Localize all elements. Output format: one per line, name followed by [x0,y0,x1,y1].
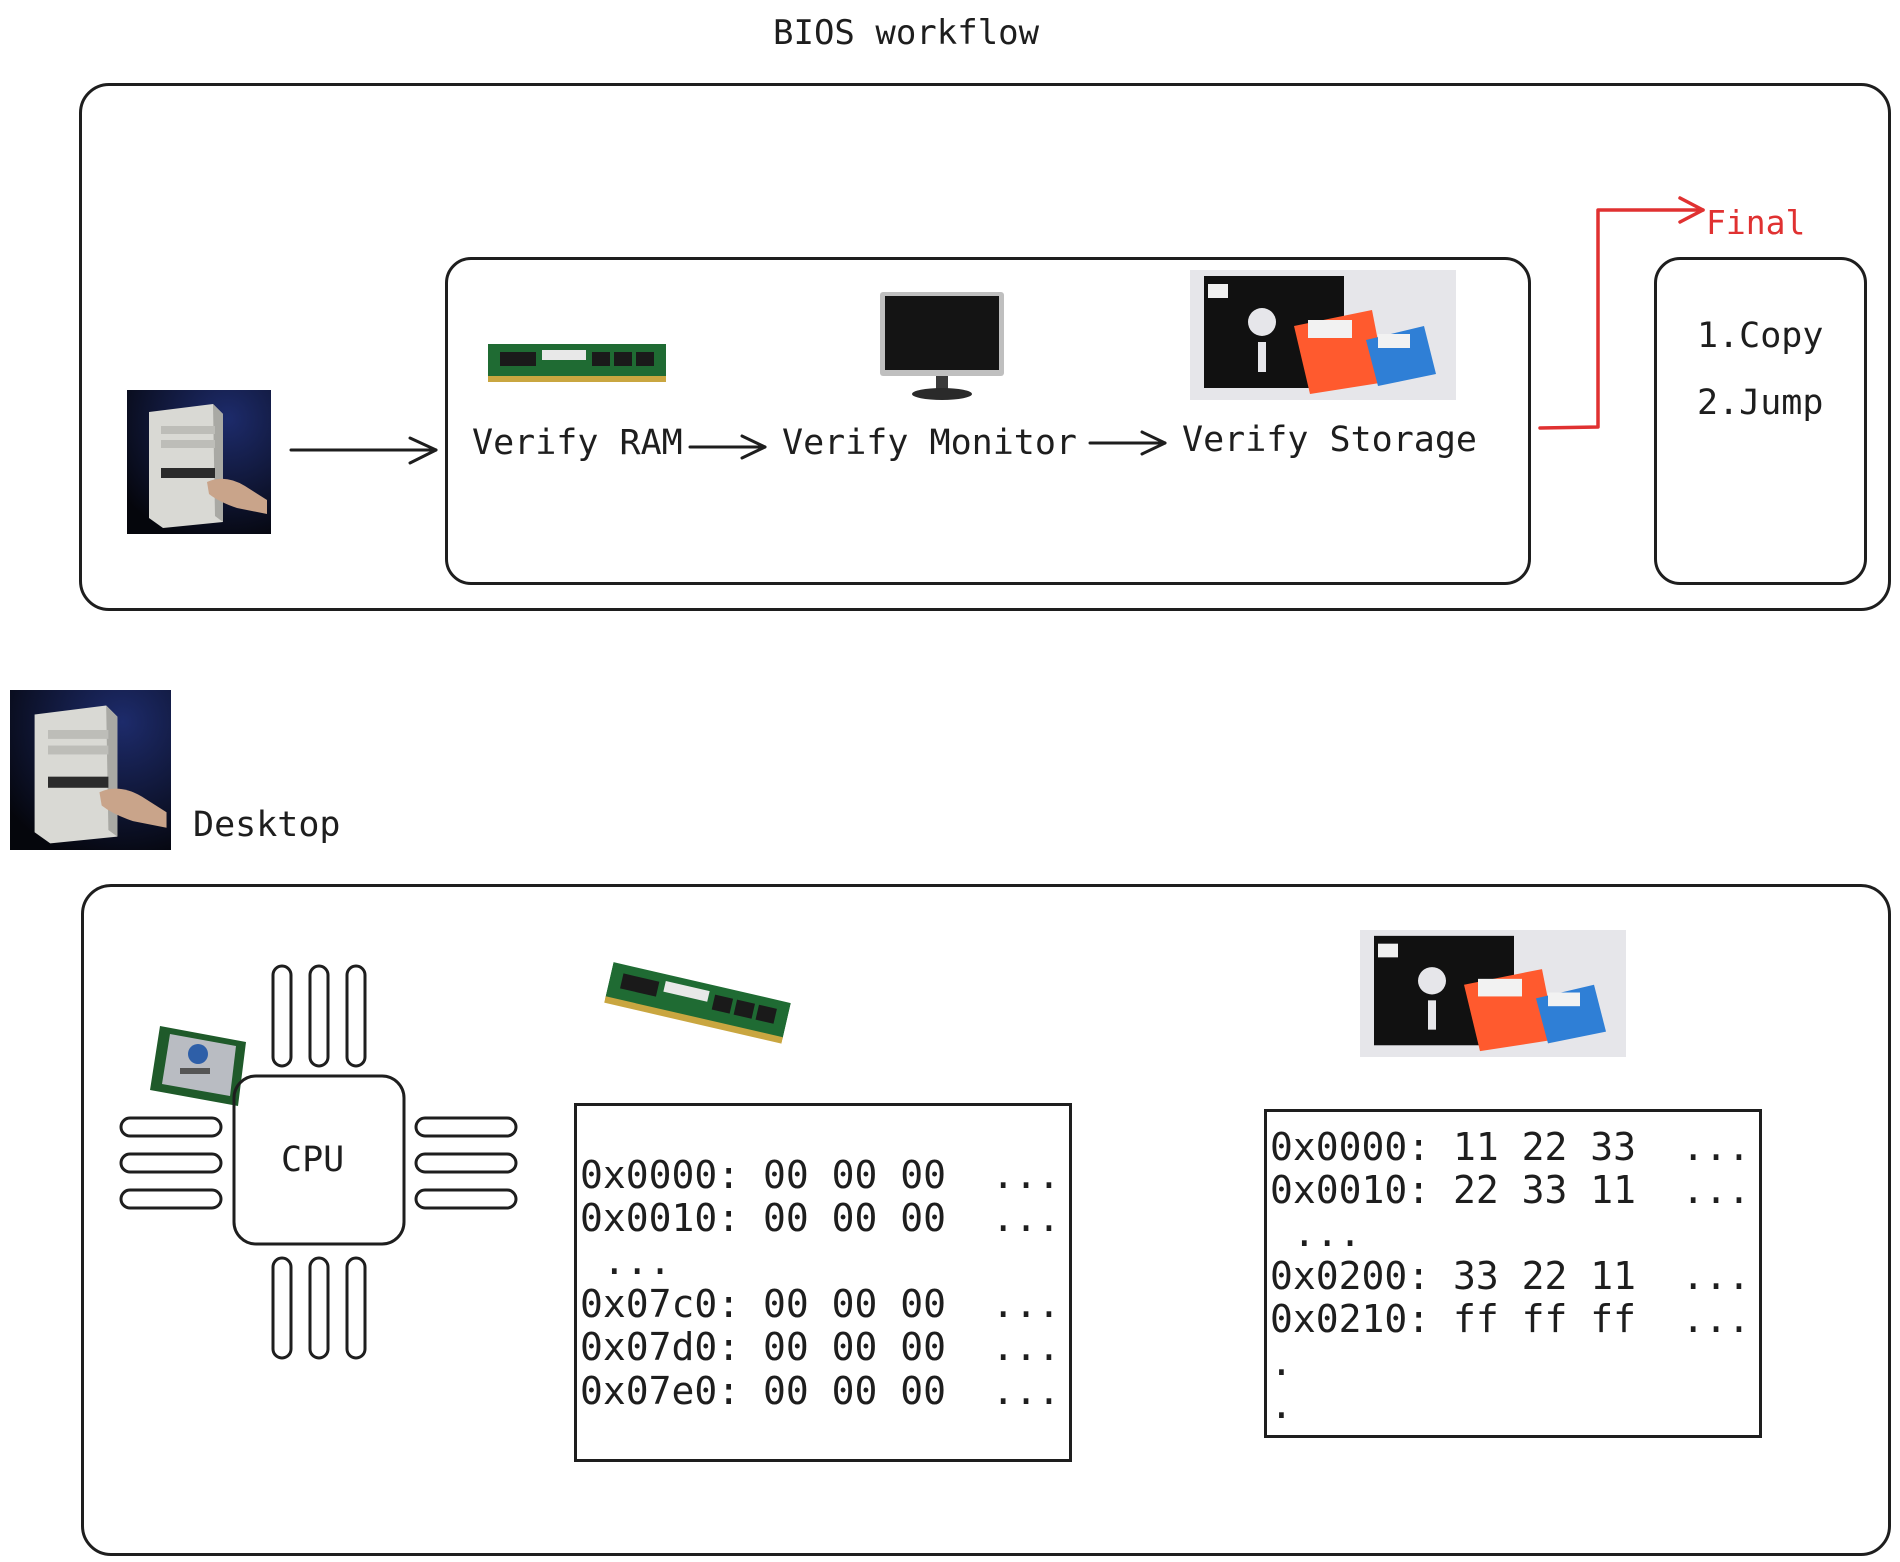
arrow-verify-to-final [1538,208,1705,430]
cpu-pin [345,1256,367,1360]
storage-dump-line: 0x0010: 22 33 11 ... [1270,1168,1751,1212]
storage-dump-line: . [1270,1383,1293,1427]
step-verify-storage: Verify Storage [1182,420,1478,460]
ram-dump-line: 0x0010: 00 00 00 ... [580,1196,1061,1240]
cpu-pin [414,1116,518,1138]
storage-dump-line: 0x0200: 33 22 11 ... [1270,1254,1751,1298]
ram-dump-line: 0x0000: 00 00 00 ... [580,1153,1061,1197]
storage-memory-dump-box [1264,1109,1762,1438]
storage-dump-line: 0x0000: 11 22 33 ... [1270,1125,1751,1169]
desktop-floppy-disks-icon [1360,930,1626,1057]
final-item-jump: 2.Jump [1697,383,1824,423]
ram-dump-line: ... [580,1239,672,1283]
final-label: Final [1706,203,1806,242]
ram-dump-line: 0x07d0: 00 00 00 ... [580,1325,1061,1369]
storage-dump-line: . [1270,1340,1293,1384]
final-actions-box [1654,257,1867,585]
ram-memory-dump-box [574,1103,1072,1462]
ram-dump-line: 0x07c0: 00 00 00 ... [580,1282,1061,1326]
ram-dump-line: 0x07e0: 00 00 00 ... [580,1369,1061,1413]
cpu-pin [414,1188,518,1210]
desktop-computer-icon [10,690,171,850]
cpu-pin [308,964,330,1068]
cpu-pin [271,1256,293,1360]
step-verify-monitor: Verify Monitor [782,423,1078,463]
storage-dump-line: ... [1270,1211,1362,1255]
desktop-container [81,884,1891,1556]
monitor-icon [878,290,1006,402]
storage-dump-line: 0x0210: ff ff ff ... [1270,1297,1751,1341]
cpu-pin [119,1188,223,1210]
floppy-disks-icon [1190,270,1456,400]
cpu-label: CPU [281,1140,345,1180]
cpu-pin [119,1116,223,1138]
diagram-title: BIOS workflow [773,13,1040,53]
final-item-copy: 1.Copy [1697,316,1824,356]
cpu-pin [119,1152,223,1174]
cpu-pin [308,1256,330,1360]
bios-workflow-container [79,83,1891,611]
step-verify-ram: Verify RAM [472,423,683,463]
cpu-pin [271,964,293,1068]
cpu-sketch-body [232,1074,406,1246]
desktop-ram-module-icon [604,960,792,1046]
desktop-label: Desktop [193,805,341,845]
verify-steps-box [445,257,1531,585]
ram-module-icon [488,342,666,384]
cpu-pin [345,964,367,1068]
cpu-pin [414,1152,518,1174]
intel-cpu-chip-icon [146,1018,252,1108]
computer-tower-icon [127,390,271,534]
